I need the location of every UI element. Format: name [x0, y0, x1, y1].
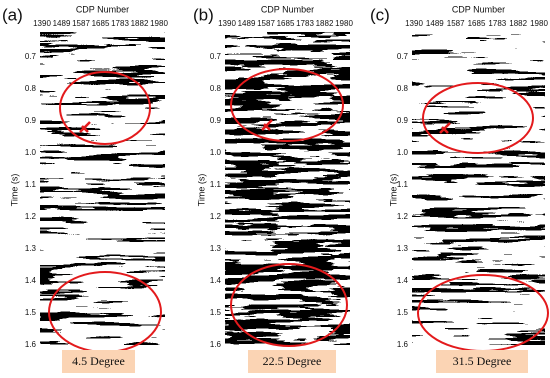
x-tick-label: 1783: [488, 19, 506, 28]
x-tick-label: 1685: [468, 19, 486, 28]
caption: 4.5 Degree: [72, 354, 125, 368]
highlight-ellipse: [422, 82, 534, 154]
y-tick-label: 1.6: [397, 340, 409, 349]
x-tick-label: 1980: [150, 19, 168, 28]
panel-label: (c): [370, 5, 390, 24]
y-tick-label: 0.8: [25, 84, 37, 93]
y-tick-label: 0.8: [210, 84, 222, 93]
y-tick-label: 1.3: [25, 244, 37, 253]
y-tick-label: 1.1: [25, 180, 37, 189]
axis-title: CDP Number: [76, 4, 129, 14]
caption-box: [248, 350, 336, 373]
y-tick-label: 1.6: [25, 340, 37, 349]
y-tick-label: 0.7: [210, 52, 222, 61]
caption-box: [62, 350, 135, 373]
y-tick-label: 1.1: [397, 180, 409, 189]
y-tick-label: 1.3: [210, 244, 222, 253]
x-tick-label: 1489: [426, 19, 444, 28]
x-tick-label: 1489: [238, 19, 256, 28]
arrow-mark: [261, 119, 273, 131]
panel-label: (b): [193, 5, 214, 24]
x-tick-label: 1980: [530, 19, 548, 28]
x-tick-label: 1783: [111, 19, 129, 28]
axis-title: Time (s): [196, 174, 206, 207]
y-tick-label: 1.4: [397, 276, 409, 285]
axis-title: CDP Number: [452, 4, 505, 14]
x-tick-label: 1882: [509, 19, 527, 28]
y-tick-label: 1.4: [210, 276, 222, 285]
y-tick-label: 1.4: [25, 276, 37, 285]
y-tick-label: 1.2: [210, 212, 222, 221]
y-tick-label: 1.5: [210, 308, 222, 317]
y-tick-label: 1.3: [397, 244, 409, 253]
x-tick-label: 1390: [405, 19, 423, 28]
y-tick-label: 0.9: [397, 116, 409, 125]
y-tick-label: 1.0: [210, 148, 222, 157]
seismic-image: [225, 32, 350, 345]
y-tick-label: 1.1: [210, 180, 222, 189]
x-tick-label: 1587: [257, 19, 275, 28]
x-tick-label: 1882: [131, 19, 149, 28]
arrow-mark: [439, 122, 451, 134]
y-tick-label: 0.9: [210, 116, 222, 125]
highlight-ellipse: [230, 68, 344, 142]
x-tick-label: 1390: [33, 19, 51, 28]
y-tick-label: 0.8: [397, 84, 409, 93]
x-tick-label: 1390: [218, 19, 236, 28]
seismic-image: [412, 32, 545, 345]
x-tick-label: 1783: [296, 19, 314, 28]
highlight-ellipse: [230, 263, 348, 347]
x-tick-label: 1489: [53, 19, 71, 28]
x-tick-label: 1587: [72, 19, 90, 28]
y-tick-label: 1.5: [397, 308, 409, 317]
panel-label: (a): [2, 5, 23, 24]
axis-title: Time (s): [388, 174, 398, 207]
seismic-image: [40, 32, 165, 345]
caption: 31.5 Degree: [453, 354, 512, 368]
x-tick-label: 1587: [447, 19, 465, 28]
y-tick-label: 1.0: [25, 148, 37, 157]
y-tick-label: 1.0: [397, 148, 409, 157]
arrow-mark: [79, 121, 91, 133]
x-tick-label: 1685: [92, 19, 110, 28]
y-tick-label: 0.7: [397, 52, 409, 61]
y-tick-label: 1.5: [25, 308, 37, 317]
x-tick-label: 1685: [277, 19, 295, 28]
caption-box: [436, 350, 528, 373]
x-tick-label: 1882: [316, 19, 334, 28]
caption: 22.5 Degree: [263, 354, 322, 368]
y-tick-label: 1.6: [210, 340, 222, 349]
axis-title: Time (s): [9, 174, 19, 207]
y-tick-label: 0.9: [25, 116, 37, 125]
x-tick-label: 1980: [335, 19, 353, 28]
highlight-ellipse: [59, 71, 151, 145]
y-tick-label: 0.7: [25, 52, 37, 61]
y-tick-label: 1.2: [25, 212, 37, 221]
y-tick-label: 1.2: [397, 212, 409, 221]
axis-title: CDP Number: [261, 4, 314, 14]
